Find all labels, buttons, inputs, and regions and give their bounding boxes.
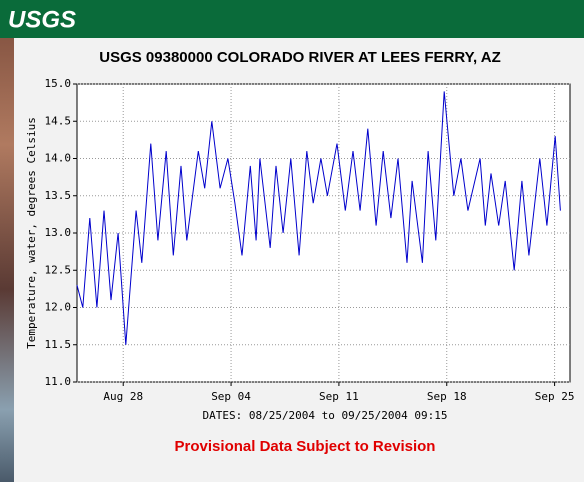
- y-tick-label: 14.5: [45, 114, 72, 127]
- x-tick-label: Sep 25: [535, 390, 575, 403]
- y-tick-label: 15.0: [45, 77, 72, 90]
- logo: USGS: [8, 6, 76, 33]
- x-tick-label: Sep 18: [427, 390, 467, 403]
- y-tick-label: 13.5: [45, 189, 72, 202]
- x-axis-label: DATES: 08/25/2004 to 09/25/2004 09:15: [202, 409, 447, 422]
- data-line: [76, 91, 561, 345]
- x-tick-label: Sep 04: [211, 390, 251, 403]
- y-tick-label: 11.0: [45, 375, 72, 388]
- y-tick-label: 11.5: [45, 338, 72, 351]
- annotation: Provisional Data Subject to Revision: [175, 438, 436, 455]
- x-tick-label: Aug 28: [103, 390, 143, 403]
- chart-title: USGS 09380000 COLORADO RIVER AT LEES FER…: [99, 49, 500, 66]
- y-tick-label: 12.0: [45, 301, 72, 314]
- y-tick-label: 13.0: [45, 226, 72, 239]
- header-bar: [0, 0, 584, 38]
- y-axis-label: Temperature, water, degrees Celsius: [25, 117, 38, 349]
- y-tick-label: 14.0: [45, 152, 72, 165]
- y-tick-label: 12.5: [45, 263, 72, 276]
- x-tick-label: Sep 11: [319, 390, 359, 403]
